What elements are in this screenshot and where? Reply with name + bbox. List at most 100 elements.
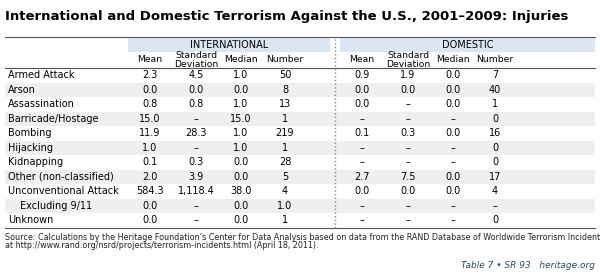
Text: –: – <box>451 143 455 153</box>
Text: at http://www.rand.org/nsrd/projects/terrorism-incidents.html (April 18, 2011).: at http://www.rand.org/nsrd/projects/ter… <box>5 241 319 249</box>
Text: 1.0: 1.0 <box>233 70 248 80</box>
Text: 0.1: 0.1 <box>355 128 370 138</box>
Text: 2.3: 2.3 <box>142 70 158 80</box>
Text: –: – <box>493 201 497 211</box>
Text: Arson: Arson <box>8 85 36 95</box>
Text: 0: 0 <box>492 114 498 124</box>
Text: DOMESTIC: DOMESTIC <box>442 40 493 49</box>
Text: Kidnapping: Kidnapping <box>8 157 63 167</box>
Text: 0.0: 0.0 <box>400 186 416 196</box>
Text: –: – <box>406 215 410 225</box>
Text: 11.9: 11.9 <box>139 128 161 138</box>
Bar <box>128 37 330 52</box>
Text: 1: 1 <box>282 215 288 225</box>
Text: 0.0: 0.0 <box>142 201 158 211</box>
Text: 3.9: 3.9 <box>188 172 203 182</box>
Text: –: – <box>194 201 199 211</box>
Text: Median: Median <box>436 56 470 65</box>
Text: –: – <box>406 201 410 211</box>
Text: –: – <box>359 143 364 153</box>
Text: Barricade/Hostage: Barricade/Hostage <box>8 114 98 124</box>
Text: –: – <box>451 157 455 167</box>
Text: Unknown: Unknown <box>8 215 53 225</box>
Text: 28.3: 28.3 <box>185 128 207 138</box>
Text: Unconventional Attack: Unconventional Attack <box>8 186 119 196</box>
Text: 0.0: 0.0 <box>233 157 248 167</box>
Text: 0: 0 <box>492 215 498 225</box>
Text: 0.0: 0.0 <box>355 99 370 109</box>
Text: Number: Number <box>476 56 514 65</box>
Text: 1.0: 1.0 <box>142 143 158 153</box>
Text: Median: Median <box>224 56 258 65</box>
Text: 1: 1 <box>282 143 288 153</box>
Text: 0.0: 0.0 <box>233 215 248 225</box>
Bar <box>5 111 595 126</box>
Text: 4.5: 4.5 <box>188 70 203 80</box>
Text: –: – <box>194 215 199 225</box>
Text: 1.0: 1.0 <box>233 128 248 138</box>
Text: 2.0: 2.0 <box>142 172 158 182</box>
Text: Excluding 9/11: Excluding 9/11 <box>20 201 92 211</box>
Text: 15.0: 15.0 <box>230 114 252 124</box>
Text: Bombing: Bombing <box>8 128 52 138</box>
Text: 1.0: 1.0 <box>233 99 248 109</box>
Text: 17: 17 <box>489 172 501 182</box>
Text: –: – <box>359 114 364 124</box>
Text: 13: 13 <box>279 99 291 109</box>
Text: 0.0: 0.0 <box>355 186 370 196</box>
Text: 0.0: 0.0 <box>142 85 158 95</box>
Text: 28: 28 <box>279 157 291 167</box>
Text: 219: 219 <box>276 128 294 138</box>
Text: 0.0: 0.0 <box>233 201 248 211</box>
Text: INTERNATIONAL: INTERNATIONAL <box>190 40 268 49</box>
Text: –: – <box>406 114 410 124</box>
Bar <box>5 169 595 184</box>
Bar <box>5 82 595 97</box>
Text: 0: 0 <box>492 143 498 153</box>
Text: 0.0: 0.0 <box>445 85 461 95</box>
Text: 0.0: 0.0 <box>445 186 461 196</box>
Text: 38.0: 38.0 <box>230 186 251 196</box>
Text: Assassination: Assassination <box>8 99 75 109</box>
Text: 0.0: 0.0 <box>355 85 370 95</box>
Bar <box>5 199 595 213</box>
Text: Standard
Deviation: Standard Deviation <box>174 51 218 69</box>
Text: 0.1: 0.1 <box>142 157 158 167</box>
Text: 0.0: 0.0 <box>233 85 248 95</box>
Text: Hijacking: Hijacking <box>8 143 53 153</box>
Text: Mean: Mean <box>349 56 374 65</box>
Text: 7: 7 <box>492 70 498 80</box>
Text: –: – <box>194 143 199 153</box>
Text: 1: 1 <box>492 99 498 109</box>
Text: –: – <box>451 114 455 124</box>
Text: 15.0: 15.0 <box>139 114 161 124</box>
Text: 0.8: 0.8 <box>188 99 203 109</box>
Text: Source: Calculations by the Heritage Foundation’s Center for Data Analysis based: Source: Calculations by the Heritage Fou… <box>5 232 600 241</box>
Text: –: – <box>406 143 410 153</box>
Text: 1.9: 1.9 <box>400 70 416 80</box>
Text: 0.0: 0.0 <box>233 172 248 182</box>
Text: 0.0: 0.0 <box>400 85 416 95</box>
Text: 50: 50 <box>279 70 291 80</box>
Text: –: – <box>451 215 455 225</box>
Text: 0.0: 0.0 <box>445 172 461 182</box>
Text: 0.3: 0.3 <box>188 157 203 167</box>
Text: 0.0: 0.0 <box>188 85 203 95</box>
Text: 2.7: 2.7 <box>354 172 370 182</box>
Text: Standard
Deviation: Standard Deviation <box>386 51 430 69</box>
Text: 0.0: 0.0 <box>142 215 158 225</box>
Text: 1: 1 <box>282 114 288 124</box>
Text: 8: 8 <box>282 85 288 95</box>
Text: 40: 40 <box>489 85 501 95</box>
Text: 1.0: 1.0 <box>277 201 293 211</box>
Text: International and Domestic Terrorism Against the U.S., 2001–2009: Injuries: International and Domestic Terrorism Aga… <box>5 10 568 23</box>
Text: Other (non-classified): Other (non-classified) <box>8 172 114 182</box>
Text: –: – <box>194 114 199 124</box>
Text: 1.0: 1.0 <box>233 143 248 153</box>
Text: 0.3: 0.3 <box>400 128 416 138</box>
Text: –: – <box>406 157 410 167</box>
Text: Number: Number <box>266 56 304 65</box>
Text: –: – <box>359 201 364 211</box>
Text: –: – <box>359 215 364 225</box>
Text: 0.8: 0.8 <box>142 99 158 109</box>
